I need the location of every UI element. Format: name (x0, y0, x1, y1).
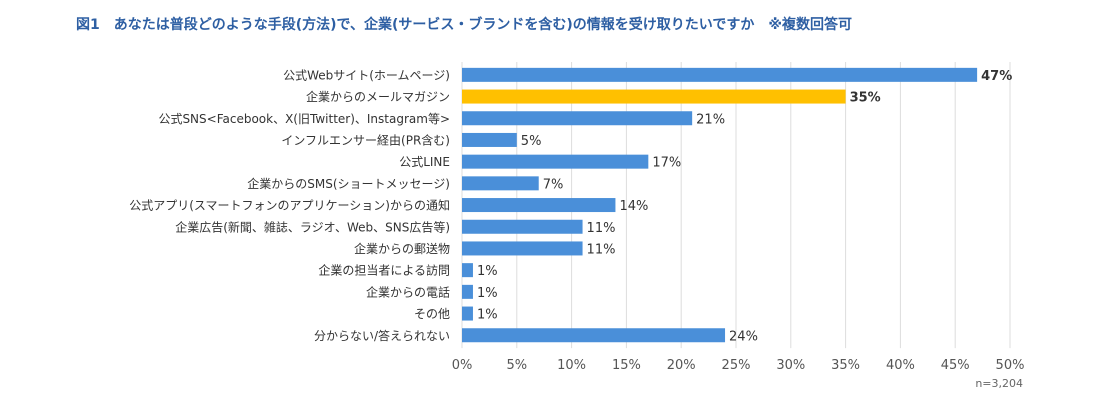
bar-2 (462, 111, 693, 126)
x-tick-label-3: 15% (612, 358, 641, 373)
value-label-8: 11% (587, 242, 616, 257)
category-label-11: その他 (414, 307, 450, 321)
category-label-8: 企業からの郵送物 (354, 241, 450, 256)
value-label-9: 1% (477, 264, 498, 279)
value-label-4: 17% (652, 156, 681, 171)
x-tick-label-8: 40% (886, 358, 915, 373)
bar-8 (462, 241, 583, 256)
category-label-2: 公式SNS<Facebook、X(旧Twitter)、Instagram等> (158, 112, 450, 126)
value-label-0: 47% (981, 69, 1012, 84)
category-label-4: 公式LINE (399, 155, 450, 169)
value-label-1: 35% (850, 91, 881, 106)
bar-0 (462, 67, 978, 82)
x-tick-label-0: 0% (452, 358, 473, 373)
category-label-12: 分からない/答えられない (314, 328, 450, 343)
sample-size-note: n=3,204 (975, 377, 1023, 390)
bar-7 (462, 219, 583, 234)
category-label-5: 企業からのSMS(ショートメッセージ) (247, 176, 450, 191)
category-label-3: インフルエンサー経由(PR含む) (281, 132, 450, 147)
bar-5 (462, 176, 539, 191)
x-tick-label-6: 30% (776, 358, 805, 373)
x-tick-label-9: 45% (941, 358, 970, 373)
x-tick-label-5: 25% (722, 358, 751, 373)
bar-1 (462, 89, 846, 104)
value-label-7: 11% (587, 221, 616, 236)
bar-4 (462, 154, 649, 169)
value-label-6: 14% (619, 199, 648, 214)
bar-12 (462, 328, 726, 343)
value-label-11: 1% (477, 308, 498, 323)
x-tick-label-10: 50% (996, 358, 1025, 373)
value-label-3: 5% (521, 134, 542, 149)
category-label-9: 企業の担当者による訪問 (318, 263, 450, 278)
x-tick-label-4: 20% (667, 358, 696, 373)
category-label-0: 公式Webサイト(ホームページ) (283, 68, 450, 82)
bar-3 (462, 132, 517, 147)
category-label-10: 企業からの電話 (366, 284, 450, 299)
x-tick-label-1: 5% (506, 358, 527, 373)
category-label-7: 企業広告(新聞、雑誌、ラジオ、Web、SNS広告等) (175, 219, 450, 234)
value-label-10: 1% (477, 286, 498, 301)
value-label-5: 7% (543, 177, 564, 192)
x-tick-label-2: 10% (557, 358, 586, 373)
bar-10 (462, 284, 473, 299)
value-label-12: 24% (729, 329, 758, 344)
bar-6 (462, 198, 616, 213)
bar-11 (462, 306, 473, 321)
chart-title: 図1 あなたは普段どのような手段(方法)で、企業(サービス・ブランドを含む)の情… (76, 17, 852, 33)
x-tick-label-7: 35% (831, 358, 860, 373)
value-label-2: 21% (696, 112, 725, 127)
category-label-1: 企業からのメールマガジン (306, 89, 450, 104)
category-label-6: 公式アプリ(スマートフォンのアプリケーション)からの通知 (129, 199, 450, 213)
bar-9 (462, 263, 473, 278)
